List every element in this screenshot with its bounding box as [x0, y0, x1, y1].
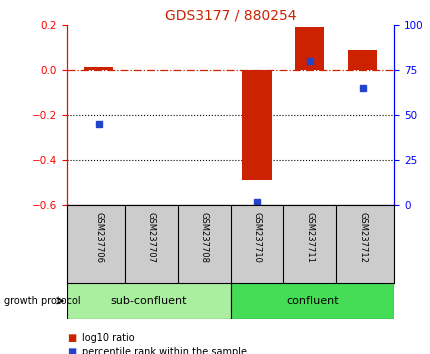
- Text: GSM237708: GSM237708: [199, 212, 208, 263]
- Text: GSM237712: GSM237712: [357, 212, 366, 262]
- Title: GDS3177 / 880254: GDS3177 / 880254: [164, 8, 296, 22]
- Text: GSM237710: GSM237710: [252, 212, 261, 262]
- Text: percentile rank within the sample: percentile rank within the sample: [82, 347, 246, 354]
- Bar: [295, 27, 324, 70]
- Text: GSM237711: GSM237711: [304, 212, 313, 262]
- Text: sub-confluent: sub-confluent: [110, 296, 187, 306]
- Text: GSM237707: GSM237707: [147, 212, 156, 263]
- Bar: [84, 67, 113, 70]
- Bar: [347, 50, 376, 70]
- Bar: [230, 283, 393, 319]
- Text: confluent: confluent: [286, 296, 338, 306]
- Text: log10 ratio: log10 ratio: [82, 333, 134, 343]
- Text: GSM237706: GSM237706: [94, 212, 103, 263]
- Text: ■: ■: [67, 333, 76, 343]
- Text: growth protocol: growth protocol: [4, 296, 81, 306]
- Bar: [242, 70, 271, 181]
- Text: ■: ■: [67, 347, 76, 354]
- Bar: [67, 283, 230, 319]
